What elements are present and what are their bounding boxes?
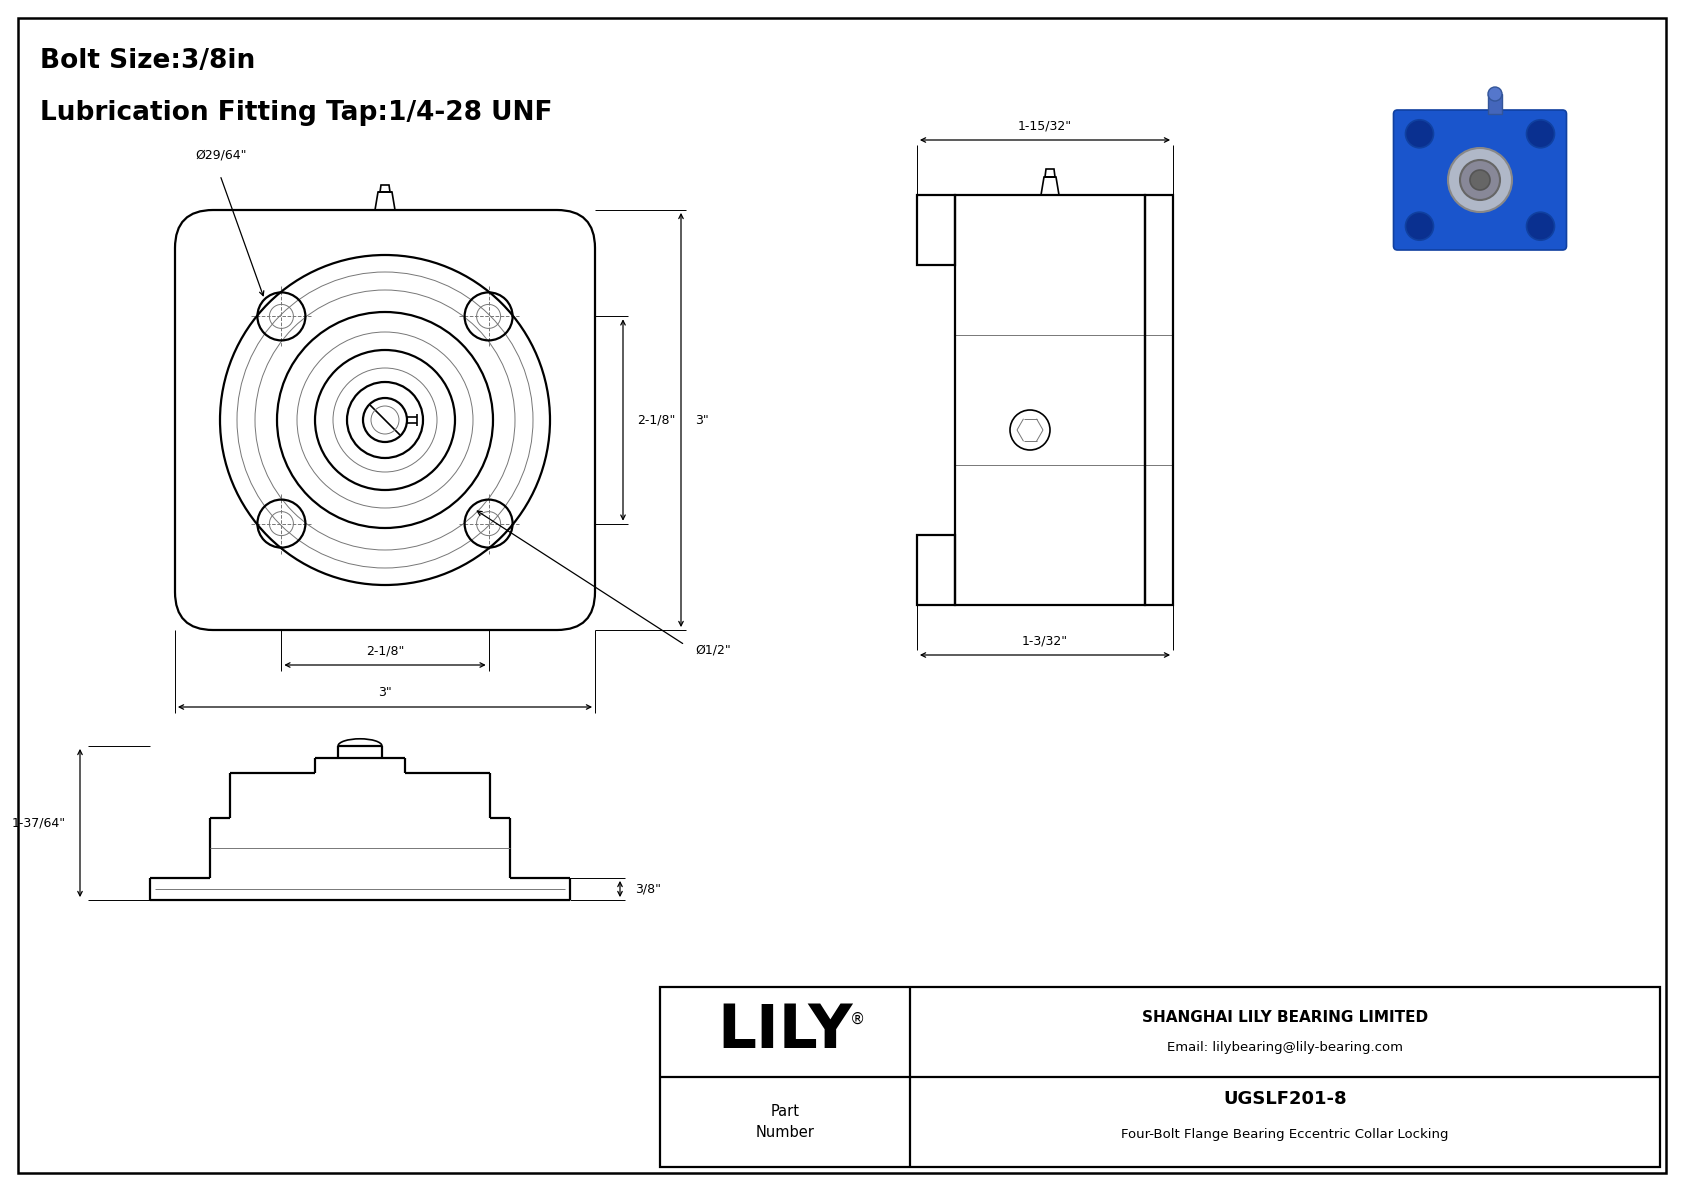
Text: Email: lilybearing@lily-bearing.com: Email: lilybearing@lily-bearing.com	[1167, 1041, 1403, 1054]
Text: 2-1/8": 2-1/8"	[365, 644, 404, 657]
Circle shape	[1526, 212, 1554, 241]
Circle shape	[1470, 170, 1490, 191]
Circle shape	[1406, 212, 1433, 241]
Circle shape	[1489, 87, 1502, 101]
Text: Ø29/64": Ø29/64"	[195, 149, 246, 162]
Bar	[1145, 195, 1174, 605]
Text: UGSLF201-8: UGSLF201-8	[1223, 1090, 1347, 1108]
Text: 3": 3"	[695, 413, 709, 426]
Text: Part
Number: Part Number	[756, 1104, 815, 1140]
Text: 1-37/64": 1-37/64"	[12, 817, 66, 829]
Text: 3": 3"	[379, 686, 392, 699]
Text: 2-1/8": 2-1/8"	[637, 413, 675, 426]
FancyBboxPatch shape	[1393, 110, 1566, 250]
Text: Four-Bolt Flange Bearing Eccentric Collar Locking: Four-Bolt Flange Bearing Eccentric Colla…	[1122, 1128, 1448, 1141]
Bar	[918, 535, 955, 605]
Bar	[660, 987, 1660, 1167]
Bar	[955, 195, 1145, 605]
Text: LILY: LILY	[717, 1003, 852, 1061]
Circle shape	[1406, 120, 1433, 148]
Text: 1-3/32": 1-3/32"	[1022, 635, 1068, 648]
Circle shape	[1460, 160, 1500, 200]
Text: ®: ®	[850, 1012, 866, 1027]
Text: Lubrication Fitting Tap:1/4-28 UNF: Lubrication Fitting Tap:1/4-28 UNF	[40, 100, 552, 126]
Bar	[918, 195, 955, 266]
Text: Ø1/2": Ø1/2"	[695, 643, 731, 656]
Circle shape	[1448, 148, 1512, 212]
Text: 3/8": 3/8"	[635, 883, 662, 896]
Text: Bolt Size:3/8in: Bolt Size:3/8in	[40, 48, 256, 74]
Text: 1-15/32": 1-15/32"	[1017, 119, 1073, 132]
Text: SHANGHAI LILY BEARING LIMITED: SHANGHAI LILY BEARING LIMITED	[1142, 1010, 1428, 1024]
Bar	[1489, 94, 1502, 114]
Circle shape	[1526, 120, 1554, 148]
